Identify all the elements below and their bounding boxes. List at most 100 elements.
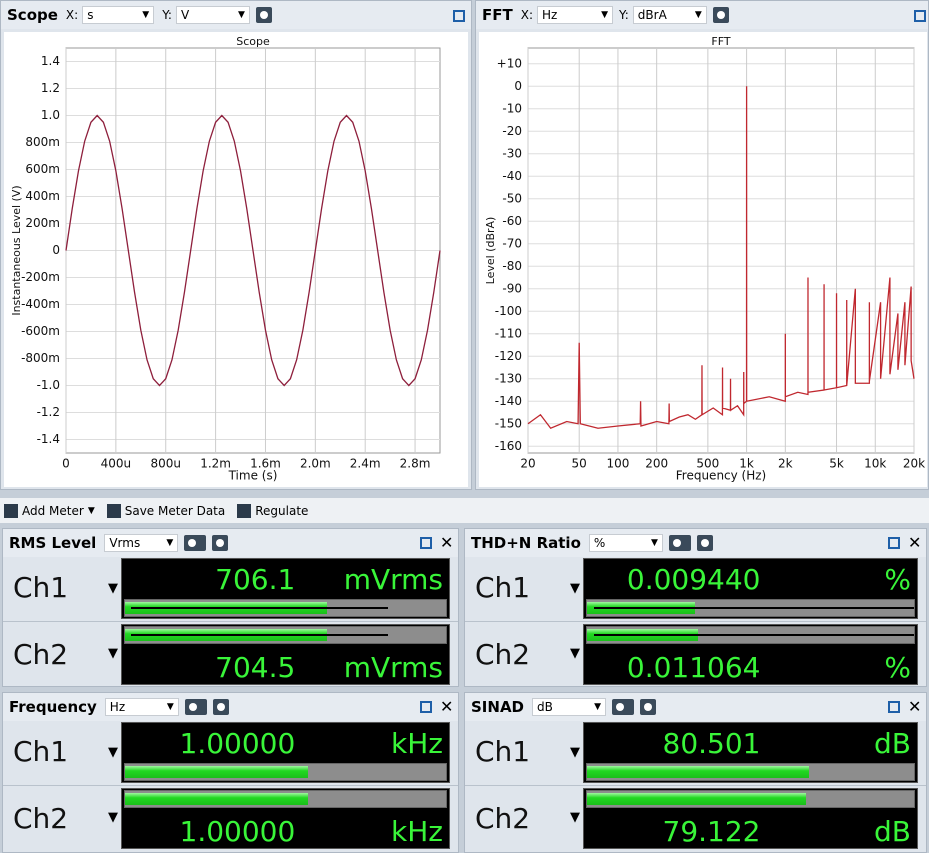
y-tick-label: -130	[495, 371, 522, 385]
y-tick-label: -60	[502, 214, 522, 228]
channel-name: Ch1	[13, 571, 69, 604]
channel-menu[interactable]: ▼	[570, 581, 580, 596]
channel-menu[interactable]: ▼	[108, 810, 118, 825]
channel-menu[interactable]: ▼	[108, 581, 118, 596]
settings-button[interactable]	[640, 699, 656, 715]
settings-button[interactable]	[696, 535, 713, 551]
unit-select[interactable]: Vrms ▼	[104, 534, 179, 552]
hold-line	[131, 607, 389, 609]
x-tick-label: 2.0m	[300, 457, 331, 471]
x-tick-label: 0	[62, 457, 70, 471]
settings-button[interactable]	[712, 7, 729, 23]
y-tick-label: -160	[495, 439, 522, 453]
popout-button[interactable]	[888, 537, 900, 549]
level-fill	[125, 793, 308, 805]
y-tick-label: -150	[495, 416, 522, 430]
settings-button[interactable]	[212, 699, 229, 715]
channel-row: Ch2 ▼ 79.122 dB	[465, 785, 926, 849]
view-button[interactable]	[184, 699, 207, 715]
y-tick-label: -1.4	[37, 432, 60, 446]
channel-name: Ch2	[475, 802, 531, 835]
unit-select[interactable]: dB ▼	[532, 698, 606, 716]
y-unit-select[interactable]: dBrA ▼	[632, 6, 707, 24]
popout-button[interactable]	[914, 10, 926, 22]
channel-menu[interactable]: ▼	[108, 646, 118, 661]
meter-readout: 79.122 dB	[584, 811, 917, 849]
meter-display: 0.011064%	[583, 624, 918, 685]
chart-title: FFT	[711, 35, 730, 48]
y-axis-label: Level (dBrA)	[484, 217, 497, 285]
y-unit: dBrA	[637, 8, 667, 22]
y-tick-label: -200m	[21, 270, 60, 284]
y-tick-label: -110	[495, 326, 522, 340]
meter-unit: %	[884, 563, 911, 596]
settings-button[interactable]	[255, 7, 272, 23]
meter-display: 79.122 dB	[583, 788, 918, 849]
channel-row: Ch2 ▼ 1.00000 kHz	[3, 785, 458, 849]
x-unit-select[interactable]: Hz ▼	[537, 6, 613, 24]
regulate-button[interactable]: Regulate	[237, 503, 308, 518]
y-axis-label: Instantaneous Level (V)	[10, 185, 23, 315]
popout-button[interactable]	[420, 701, 432, 713]
caret: ▼	[601, 10, 608, 20]
level-bar	[124, 763, 447, 781]
panel-title: Scope	[7, 6, 58, 24]
y-tick-label: 1.0	[41, 108, 60, 122]
channel-name: Ch2	[13, 638, 69, 671]
y-unit: V	[180, 8, 190, 22]
popout-button[interactable]	[420, 537, 432, 549]
close-button[interactable]: ✕	[908, 697, 922, 716]
unit-select[interactable]: Hz ▼	[104, 698, 179, 716]
unit-select[interactable]: % ▼	[588, 534, 663, 552]
caret: ▼	[166, 538, 174, 548]
x-tick-label: 5k	[829, 457, 844, 471]
meter-display: 704.5 mVrms	[121, 624, 450, 685]
icon	[237, 503, 252, 518]
meter-readout: 0.011064%	[584, 647, 917, 685]
channel-menu[interactable]: ▼	[108, 745, 118, 760]
view-button[interactable]	[184, 535, 207, 551]
view-button[interactable]	[612, 699, 634, 715]
channel-row: Ch1 ▼ 80.501 dB	[465, 721, 926, 784]
meter-readout: 1.00000 kHz	[122, 811, 449, 849]
settings-button[interactable]	[212, 535, 229, 551]
y-tick-label: -30	[502, 146, 522, 160]
y-unit-select[interactable]: V ▼	[175, 6, 250, 24]
y-tick-label: -800m	[21, 351, 60, 365]
meter-header: RMS Level Vrms ▼ ✕	[3, 529, 458, 557]
y-tick-label: 0	[52, 243, 60, 257]
y-tick-label: -10	[502, 101, 522, 115]
unit: dB	[537, 700, 553, 714]
label: Save Meter Data	[124, 503, 226, 518]
meter-value: 706.1	[215, 563, 296, 596]
popout-button[interactable]	[453, 10, 465, 22]
channel-name: Ch1	[475, 735, 531, 768]
popout-button[interactable]	[888, 701, 900, 713]
icon	[4, 503, 18, 518]
channel-name: Ch2	[475, 638, 531, 671]
hold-line	[593, 634, 914, 636]
channel-row: Ch1 ▼ 0.009440%	[465, 557, 926, 620]
y-tick-label: 1.2	[41, 81, 60, 95]
channel-menu[interactable]: ▼	[570, 745, 580, 760]
y-tick-label: -80	[502, 259, 522, 273]
close-button[interactable]: ✕	[908, 533, 922, 552]
y-tick-label: -1.0	[37, 378, 60, 392]
channel-menu[interactable]: ▼	[570, 646, 580, 661]
x-unit-select[interactable]: s ▼	[82, 6, 155, 24]
add-meter-button[interactable]: Add Meter ▼	[4, 503, 95, 518]
level-fill	[587, 793, 807, 805]
meter-title: THD+N Ratio	[471, 534, 581, 552]
caret: ▼	[594, 702, 601, 712]
channel-menu[interactable]: ▼	[570, 810, 580, 825]
x-tick-label: 50	[572, 457, 587, 471]
icon	[106, 503, 121, 518]
close-button[interactable]: ✕	[440, 533, 454, 552]
x-unit: Hz	[542, 8, 558, 22]
caret: ▼	[87, 505, 95, 516]
view-button[interactable]	[668, 535, 691, 551]
close-button[interactable]: ✕	[440, 697, 454, 716]
save-meter-data-button[interactable]: Save Meter Data	[106, 503, 226, 518]
x-tick-label: 500	[696, 457, 719, 471]
